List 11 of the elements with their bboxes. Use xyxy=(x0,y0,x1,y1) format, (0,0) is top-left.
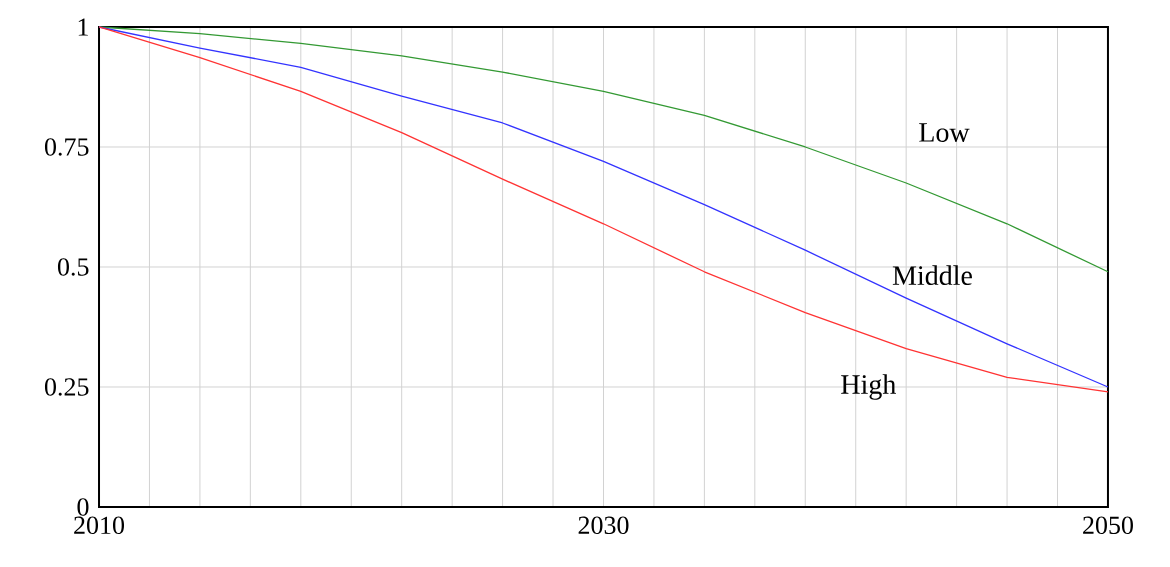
series-label: Middle xyxy=(892,265,972,286)
y-tick-label: 0.25 xyxy=(44,378,89,396)
y-tick-label: 0 xyxy=(77,498,89,516)
y-tick-label: 0.75 xyxy=(44,138,89,156)
x-tick-label: 2050 xyxy=(1083,516,1133,535)
x-tick-label: 2030 xyxy=(578,516,629,535)
y-tick-label: 0.5 xyxy=(57,258,89,276)
y-tick-label: 1 xyxy=(78,18,88,36)
series-label: Low xyxy=(919,123,970,142)
x-tick-label: 2010 xyxy=(74,516,125,535)
series-label: High xyxy=(841,374,896,400)
